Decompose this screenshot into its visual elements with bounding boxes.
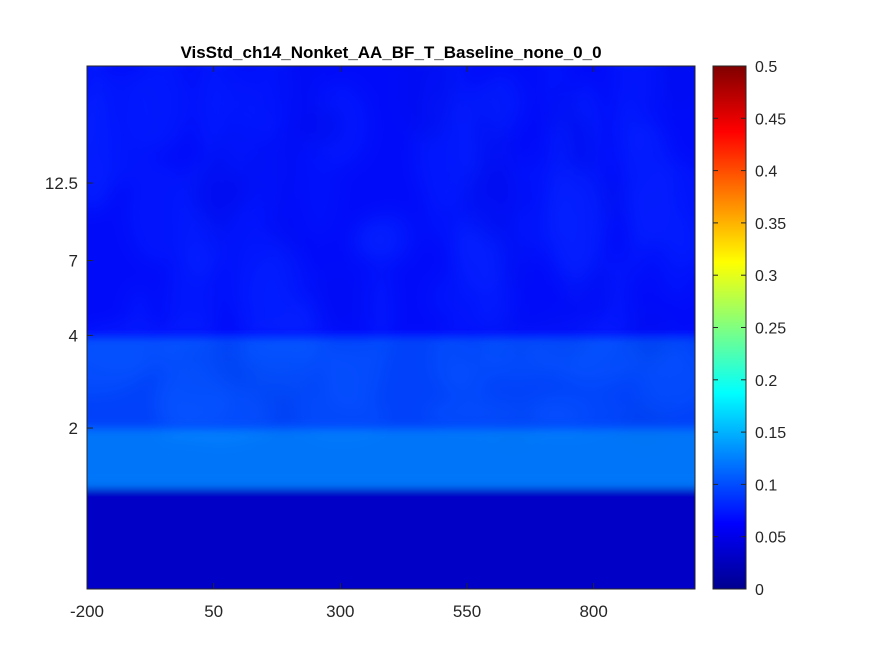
colorbar-gradient	[712, 65, 747, 590]
colorbar-tick-label: 0.15	[755, 425, 786, 442]
colorbar-tick-label: 0.25	[755, 321, 786, 338]
heatmap-band	[87, 332, 695, 432]
x-tick-label: -200	[70, 602, 104, 621]
heatmap-band	[87, 66, 695, 339]
heatmap-band	[87, 425, 695, 489]
colorbar-tick-label: 0.45	[755, 111, 786, 128]
colorbar-tick-label: 0.4	[755, 164, 777, 181]
heatmap-bands	[87, 66, 695, 589]
y-tick-label: 7	[69, 252, 78, 271]
colorbar-tick-label: 0	[755, 582, 764, 599]
x-axis: -200 50 300 550 800	[70, 66, 608, 621]
y-axis: 2 4 7 12.5	[45, 174, 93, 438]
heatmap-plot-area	[87, 66, 695, 589]
y-tick-label: 12.5	[45, 174, 78, 193]
x-tick-label: 800	[579, 602, 607, 621]
x-tick-label: 550	[453, 602, 481, 621]
x-tick-label: 50	[204, 602, 223, 621]
colorbar-ticks: 0 0.05 0.1 0.15 0.2 0.25 0.3 0.35 0.4 0.45 0.5	[713, 59, 786, 599]
colorbar-tick-label: 0.2	[755, 373, 777, 390]
heatmap-band	[87, 482, 695, 589]
y-tick-label: 4	[69, 326, 78, 345]
colorbar: 0 0.05 0.1 0.15 0.2 0.25 0.3 0.35 0.4 0.45 0.5	[712, 59, 786, 599]
y-tick-label: 2	[69, 419, 78, 438]
colorbar-tick-label: 0.35	[755, 216, 786, 233]
chart-title: VisStd_ch14_Nonket_AA_BF_T_Baseline_none…	[180, 43, 601, 62]
colorbar-tick-label: 0.05	[755, 530, 786, 547]
plot-frame	[86, 65, 696, 590]
x-tick-label: 300	[326, 602, 354, 621]
colorbar-tick-label: 0.1	[755, 477, 777, 494]
colorbar-tick-label: 0.3	[755, 268, 777, 285]
colorbar-tick-label: 0.5	[755, 59, 777, 76]
